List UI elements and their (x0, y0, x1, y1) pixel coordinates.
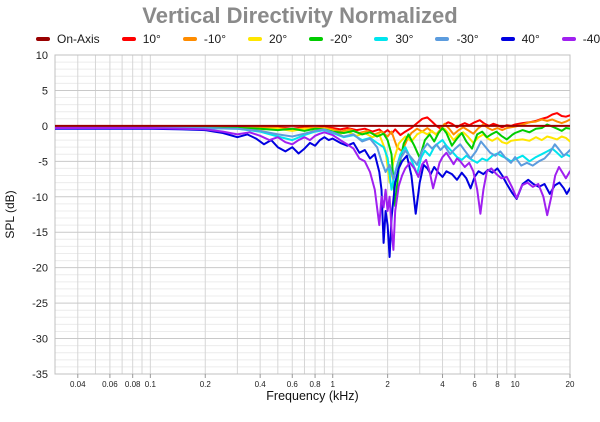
legend-label: -10° (203, 32, 226, 46)
x-tick-label: 0.04 (70, 380, 86, 389)
legend-swatch-icon (500, 37, 515, 41)
legend-item: 10° (121, 32, 161, 46)
y-tick-label: 10 (36, 50, 48, 62)
legend-label: 30° (395, 32, 414, 46)
y-tick-label: -20 (32, 263, 48, 275)
x-axis-label: Frequency (kHz) (266, 389, 358, 403)
legend-label: 40° (521, 32, 540, 46)
legend-item: -30° (435, 32, 479, 46)
y-tick-label: -10 (32, 192, 48, 204)
y-tick-label: -30 (32, 334, 48, 346)
legend-item: -10° (182, 32, 226, 46)
legend-item: -40° (561, 32, 600, 46)
legend-label: -30° (456, 32, 479, 46)
legend-swatch-icon (121, 37, 136, 41)
y-tick-label: 0 (42, 121, 48, 133)
legend-label: 10° (142, 32, 161, 46)
x-tick-label: 0.2 (200, 380, 212, 389)
legend-swatch-icon (36, 37, 50, 41)
plot-border (54, 54, 571, 375)
legend-swatch-icon (374, 37, 389, 41)
legend-item: 20° (248, 32, 287, 46)
legend-swatch-icon (435, 37, 450, 41)
legend-label: On-Axis (57, 32, 100, 46)
y-tick-label: -5 (38, 156, 48, 168)
legend-swatch-icon (309, 37, 324, 41)
x-tick-label: 0.06 (102, 380, 118, 389)
chart-legend: On-Axis 10° -10° 20° -20° 30° -30° 40° -40° (0, 30, 600, 48)
x-tick-label: 0.08 (125, 380, 141, 389)
legend-swatch-icon (182, 37, 197, 41)
y-tick-label: -15 (32, 227, 48, 239)
x-tick-label: 4 (440, 380, 445, 389)
y-tick-label: -25 (32, 298, 48, 310)
legend-label: 20° (269, 32, 288, 46)
x-tick-label: 0.8 (309, 380, 321, 389)
legend-swatch-icon (561, 37, 576, 41)
legend-label: -20° (330, 32, 353, 46)
legend-item: On-Axis (36, 32, 100, 46)
legend-item: -20° (309, 32, 352, 46)
chart-svg: 10 5 0 -5 -10 -15 -20 -25 -30 -35 0.04 0.06 0.08 0.1 0… (3, 50, 575, 403)
x-tick-label: 6 (472, 380, 477, 389)
y-tick-label: -35 (32, 369, 48, 381)
y-axis-label: SPL (dB) (3, 190, 17, 238)
legend-item: 40° (500, 32, 540, 46)
x-tick-label: 1 (331, 380, 336, 389)
x-tick-label: 20 (566, 380, 575, 389)
page-title: Vertical Directivity Normalized (142, 3, 458, 28)
x-tick-label: 0.1 (145, 380, 157, 389)
legend-label: -40° (582, 32, 600, 46)
legend-item: 30° (374, 32, 413, 46)
y-tick-label: 5 (42, 85, 48, 97)
series-line-40 (55, 127, 570, 251)
legend-swatch-icon (248, 37, 262, 41)
x-tick-label: 8 (495, 380, 500, 389)
series-line-30 (55, 126, 570, 181)
x-tick-label: 0.6 (287, 380, 299, 389)
series-line-40 (55, 127, 570, 258)
x-tick-label: 10 (511, 380, 520, 389)
x-tick-label: 2 (385, 380, 390, 389)
x-tick-label: 0.4 (255, 380, 267, 389)
